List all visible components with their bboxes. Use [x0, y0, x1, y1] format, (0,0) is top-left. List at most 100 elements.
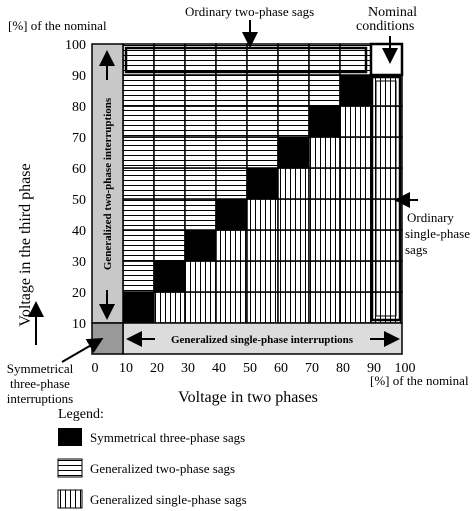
- cell: [184, 198, 217, 231]
- cell: [277, 136, 310, 169]
- cell: [339, 198, 372, 231]
- y-tick-label: 60: [72, 162, 86, 177]
- x-tick-label: 100: [395, 361, 416, 376]
- legend-title: Legend:: [58, 407, 104, 422]
- y-tick-label: 100: [65, 38, 86, 53]
- cell: [277, 74, 310, 107]
- cell: [308, 291, 341, 324]
- cell: [153, 198, 186, 231]
- y-tick-label: 20: [72, 286, 86, 301]
- cell: [215, 198, 248, 231]
- cell: [184, 74, 217, 107]
- cell: [308, 198, 341, 231]
- cell: [339, 291, 372, 324]
- single-phase-interruptions-label: Generalized single-phase interruptions: [171, 334, 354, 346]
- cell: [339, 260, 372, 293]
- cell: [277, 229, 310, 262]
- symmetrical-label: Symmetrical: [7, 361, 74, 376]
- cell: [308, 136, 341, 169]
- cell: [246, 105, 279, 138]
- cell: [153, 74, 186, 107]
- cell: [153, 260, 186, 293]
- x-tick-label: 70: [305, 361, 319, 376]
- symmetrical-interruption-cell: [91, 322, 124, 355]
- cell: [339, 105, 372, 138]
- cell: [215, 260, 248, 293]
- cell: [215, 229, 248, 262]
- cell: [122, 136, 155, 169]
- cell: [122, 167, 155, 200]
- two-phase-interruption-column: [91, 43, 124, 324]
- y-tick-label: 40: [72, 224, 86, 239]
- cell: [122, 229, 155, 262]
- ordinary-single-phase-label: sags: [405, 242, 427, 257]
- x-tick-label: 20: [150, 361, 164, 376]
- ordinary-two-phase-box: [124, 46, 368, 74]
- nominal-label: conditions: [356, 19, 414, 34]
- single-phase-interruption-row: [122, 322, 403, 355]
- y-tick-label: 90: [72, 69, 86, 84]
- two-phase-interruptions-label: Generalized two-phase interruptions: [102, 97, 114, 270]
- ordinary-two-phase-label: Ordinary two-phase sags: [185, 4, 314, 19]
- legend-swatch: [58, 428, 82, 446]
- x-tick-label: 10: [119, 361, 133, 376]
- cell: [339, 167, 372, 200]
- cell: [215, 291, 248, 324]
- ordinary-single-phase-label: Ordinary: [407, 210, 454, 225]
- x-tick-label: 60: [274, 361, 288, 376]
- x-tick-label: 80: [336, 361, 350, 376]
- cell: [277, 167, 310, 200]
- symmetrical-label: interruptions: [7, 391, 73, 406]
- legend-item: Generalized two-phase sags: [90, 461, 235, 476]
- legend-item: Generalized single-phase sags: [90, 492, 247, 507]
- cell: [246, 136, 279, 169]
- nominal-label: Nominal: [368, 5, 417, 20]
- cell: [308, 105, 341, 138]
- cell: [246, 260, 279, 293]
- cell: [308, 229, 341, 262]
- cell: [153, 136, 186, 169]
- cell: [122, 260, 155, 293]
- cell: [122, 198, 155, 231]
- cell: [184, 167, 217, 200]
- cell: [153, 105, 186, 138]
- cell: [246, 291, 279, 324]
- cell: [215, 167, 248, 200]
- unit-x: [%] of the nominal: [370, 373, 469, 388]
- cell: [339, 229, 372, 262]
- cell: [122, 291, 155, 324]
- y-axis-label: Voltage in the third phase: [17, 163, 34, 326]
- legend-swatch: [57, 458, 83, 478]
- cell: [122, 74, 155, 107]
- arrow: [61, 337, 104, 363]
- x-axis-label: Voltage in two phases: [178, 389, 318, 406]
- cell: [153, 229, 186, 262]
- cell: [277, 260, 310, 293]
- cell: [184, 105, 217, 138]
- cell: [308, 167, 341, 200]
- symmetrical-label: three-phase: [10, 376, 70, 391]
- cell: [339, 136, 372, 169]
- x-tick-label: 50: [243, 361, 257, 376]
- ordinary-single-phase-label: single-phase: [405, 226, 470, 241]
- cell: [277, 105, 310, 138]
- ticks: 10 20 30 40 50 60 70 80 90 100 0 10 20 30 40 50 60 70 80 90…: [65, 38, 416, 376]
- cell: [277, 291, 310, 324]
- nominal-cell: [369, 42, 404, 77]
- cell: [184, 136, 217, 169]
- cell: [215, 136, 248, 169]
- x-tick-label: 40: [212, 361, 226, 376]
- cell: [339, 74, 372, 107]
- cell: [246, 229, 279, 262]
- cell: [153, 291, 186, 324]
- cell: [277, 198, 310, 231]
- cell: [246, 74, 279, 107]
- cell: [215, 105, 248, 138]
- y-tick-label: 30: [72, 255, 86, 270]
- cell: [153, 167, 186, 200]
- cell: [122, 105, 155, 138]
- cell: [246, 167, 279, 200]
- legend-item: Symmetrical three-phase sags: [90, 430, 245, 445]
- cell: [184, 291, 217, 324]
